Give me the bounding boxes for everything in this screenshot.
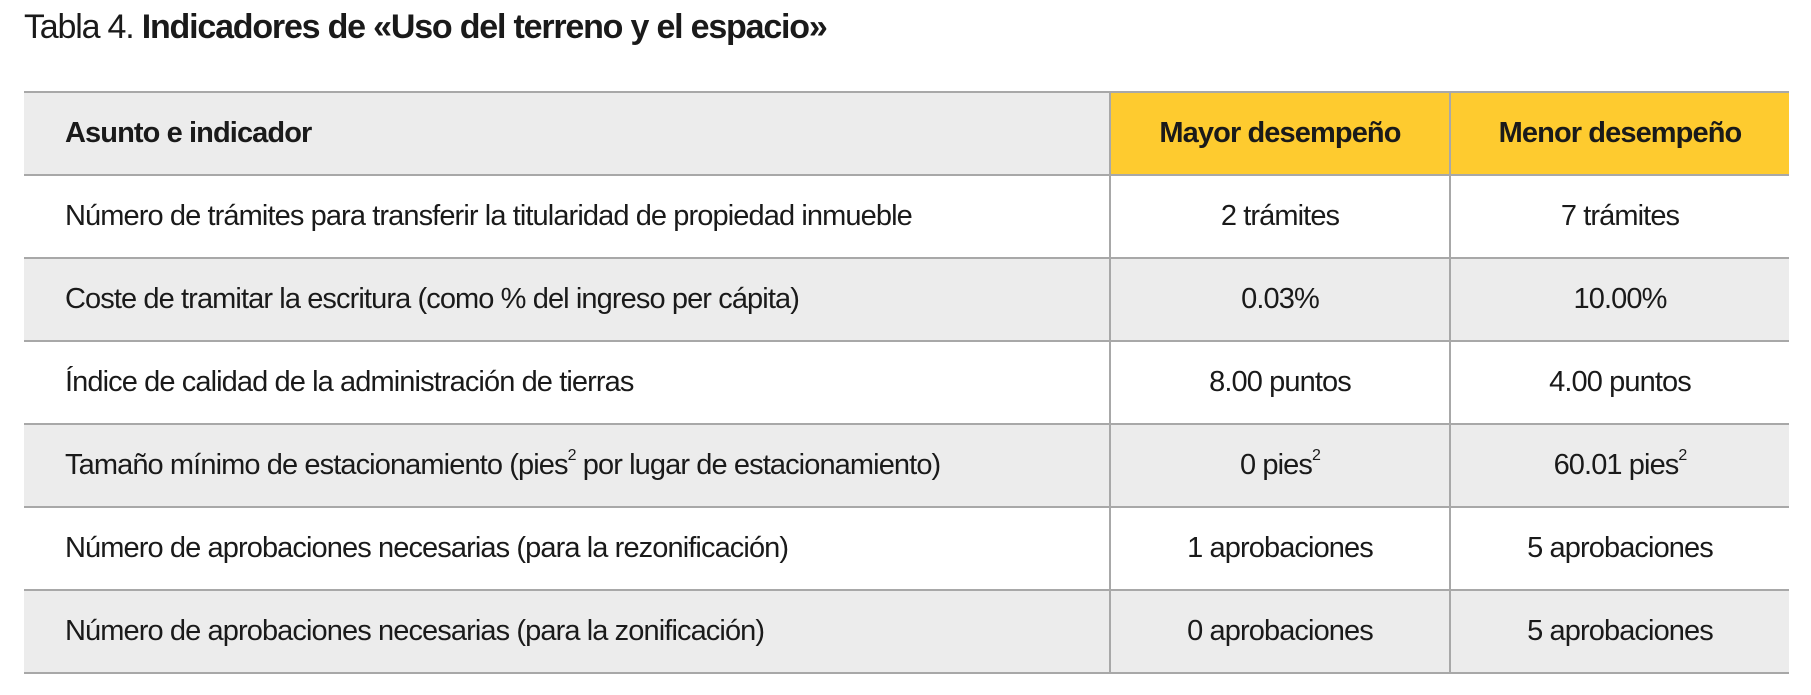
table-header-row: Asunto e indicador Mayor desempeño Menor… <box>24 91 1789 176</box>
worst-value-cell: 7 trámites <box>1450 174 1789 259</box>
worst-value-cell: 5 aprobaciones <box>1450 506 1789 591</box>
header-worst-performance: Menor desempeño <box>1450 91 1789 176</box>
indicator-cell: Índice de calidad de la administración d… <box>24 340 1111 425</box>
indicator-text-end: por lugar de estacionamiento) <box>575 449 941 481</box>
best-value-cell: 1 aprobaciones <box>1110 506 1451 591</box>
table-row: Tamaño mínimo de estacionamiento (pies2 … <box>24 423 1789 508</box>
best-value-cell: 0 aprobaciones <box>1110 589 1451 674</box>
best-value-cell: 2 trámites <box>1110 174 1451 259</box>
indicators-table: Asunto e indicador Mayor desempeño Menor… <box>24 91 1789 674</box>
superscript: 2 <box>1312 447 1321 465</box>
table-row: Número de aprobaciones necesarias (para … <box>24 589 1789 674</box>
superscript: 2 <box>567 447 577 465</box>
worst-value-cell: 5 aprobaciones <box>1450 589 1789 674</box>
indicator-cell: Coste de tramitar la escritura (como % d… <box>24 257 1111 342</box>
best-value-cell: 0 pies2 <box>1110 423 1451 508</box>
table-number: Tabla 4. <box>24 8 135 46</box>
table-row: Número de trámites para transferir la ti… <box>24 174 1789 259</box>
superscript: 2 <box>1678 447 1687 465</box>
indicator-text-start: Tamaño mínimo de estacionamiento (pies <box>65 449 568 481</box>
header-indicator: Asunto e indicador <box>24 91 1111 176</box>
indicator-cell: Número de aprobaciones necesarias (para … <box>24 589 1111 674</box>
indicator-cell: Número de trámites para transferir la ti… <box>24 174 1111 259</box>
best-value-text: 0 pies <box>1240 449 1313 481</box>
best-value-cell: 8.00 puntos <box>1110 340 1451 425</box>
worst-value-text: 60.01 pies <box>1553 449 1680 481</box>
table-row: Número de aprobaciones necesarias (para … <box>24 506 1789 591</box>
worst-value-cell: 10.00% <box>1450 257 1789 342</box>
table-row: Índice de calidad de la administración d… <box>24 340 1789 425</box>
table-caption: Tabla 4. Indicadores de «Uso del terreno… <box>24 8 828 47</box>
worst-value-cell: 4.00 puntos <box>1450 340 1789 425</box>
best-value-cell: 0.03% <box>1110 257 1451 342</box>
indicator-cell: Tamaño mínimo de estacionamiento (pies2 … <box>24 423 1111 508</box>
worst-value-cell: 60.01 pies2 <box>1450 423 1789 508</box>
indicator-cell: Número de aprobaciones necesarias (para … <box>24 506 1111 591</box>
table-row: Coste de tramitar la escritura (como % d… <box>24 257 1789 342</box>
table-title: Indicadores de «Uso del terreno y el esp… <box>141 8 828 46</box>
header-best-performance: Mayor desempeño <box>1110 91 1451 176</box>
